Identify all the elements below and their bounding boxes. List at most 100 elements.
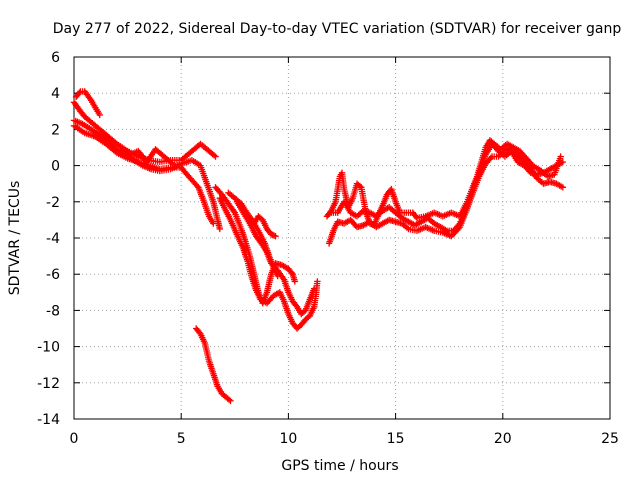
data-point-segment [199, 195, 212, 218]
data-point-segment [379, 193, 390, 209]
data-point-segment [546, 163, 558, 173]
data-point-segment [203, 180, 216, 203]
x-tick-label: 0 [70, 431, 79, 447]
data-point-segment [396, 209, 408, 216]
data-point-segment [278, 261, 290, 272]
data-point-segment [227, 216, 240, 236]
data-point-segment [92, 104, 102, 117]
data-point-segment [448, 209, 462, 219]
data-point-segment [259, 216, 270, 231]
data-point-segment [216, 195, 227, 209]
data-point-segment [188, 157, 202, 168]
data-point-segment [330, 220, 341, 234]
data-point-segment [81, 113, 98, 128]
data-point-segment [488, 140, 501, 153]
data-point-segment [265, 252, 276, 269]
data-point-segment [533, 175, 546, 186]
data-point-segment [246, 220, 259, 238]
data-point-segment [77, 88, 86, 95]
data-point-segment [88, 97, 98, 110]
data-point-segment [220, 204, 233, 222]
x-tick-label: 15 [387, 431, 405, 447]
data-point-segment [270, 263, 280, 278]
series-track-d [70, 122, 217, 227]
data-point-segment [422, 223, 436, 234]
data-point-segment [225, 189, 237, 200]
data-point-segment [263, 225, 274, 237]
data-point-segment [197, 330, 208, 345]
data-point [96, 111, 103, 119]
data-point-segment [126, 148, 140, 158]
data-point-segment [276, 289, 287, 303]
data-point [559, 158, 567, 166]
y-tick-label: -10 [37, 340, 60, 356]
data-point-segment [486, 137, 496, 146]
data-point-segment [306, 287, 317, 303]
data-point [212, 153, 219, 160]
data-point-segment [403, 209, 414, 216]
data-point [557, 153, 564, 160]
y-axis-label: SDTVAR / TECUs [7, 181, 23, 296]
x-tick-label: 20 [494, 431, 512, 447]
data-point-segment [103, 131, 119, 146]
data-point-segment [253, 287, 263, 301]
data-point-segment [218, 390, 228, 400]
data-point-segment [70, 117, 85, 127]
data-points [70, 88, 567, 405]
data-point-segment [514, 151, 527, 164]
y-tick-label: 6 [51, 50, 60, 66]
data-point-segment [540, 166, 552, 176]
grid-lines [74, 57, 610, 419]
data-point-segment [255, 213, 265, 222]
data-point-segment [328, 209, 339, 216]
data-point-segment [353, 209, 365, 220]
data-point-segment [298, 308, 308, 318]
data-point-segment [178, 149, 194, 164]
data-point [310, 285, 318, 292]
data-point-segment [521, 158, 533, 171]
series-track-e [118, 146, 176, 167]
data-point [314, 278, 321, 285]
data-point-segment [225, 200, 237, 215]
data-point-segment [96, 131, 111, 145]
data-point-segment [439, 229, 453, 239]
data-point-segment [285, 265, 295, 276]
data-point-segment [386, 204, 398, 215]
data-point-segment [293, 322, 303, 332]
data-point-segment [523, 155, 535, 168]
y-tick-label: -6 [46, 267, 60, 283]
x-axis-label: GPS time / hours [281, 458, 398, 474]
data-point-segment [205, 357, 216, 376]
data-point [227, 397, 234, 405]
y-tick-label: 4 [51, 86, 60, 102]
data-point-segment [450, 221, 462, 234]
data-point-segment [409, 209, 420, 220]
data-point-segment [77, 108, 87, 119]
data-point-segment [508, 144, 520, 157]
data-point-segment [81, 88, 94, 103]
data-point-segment [392, 209, 404, 220]
data-point-segment [298, 317, 308, 329]
y-tick-labels: -14 -12 -10 -8 -6 -4 -2 0 2 4 6 [37, 50, 60, 428]
data-point-segment [431, 209, 445, 219]
y-tick-label: -2 [46, 195, 60, 211]
data-point-segment [521, 162, 533, 175]
data-point-segment [448, 225, 462, 240]
data-point-segment [353, 180, 364, 190]
data-point-segment [72, 89, 83, 100]
x-tick-label: 5 [177, 431, 186, 447]
data-point-segment [514, 158, 526, 168]
data-point-segment [223, 394, 233, 403]
data-point-segment [463, 189, 476, 213]
data-point [291, 278, 299, 285]
data-point [559, 184, 567, 191]
data-point-segment [188, 176, 201, 190]
x-tick-labels: 0 5 10 15 20 25 [70, 431, 619, 447]
chart-title: Day 277 of 2022, Sidereal Day-to-day VTE… [53, 21, 622, 37]
data-point-segment [218, 191, 231, 206]
x-tick-label: 25 [601, 431, 619, 447]
y-tick-label: -12 [37, 376, 60, 392]
series-track-c [72, 88, 103, 119]
data-point-segment [88, 126, 102, 137]
data-point-segment [529, 162, 543, 174]
